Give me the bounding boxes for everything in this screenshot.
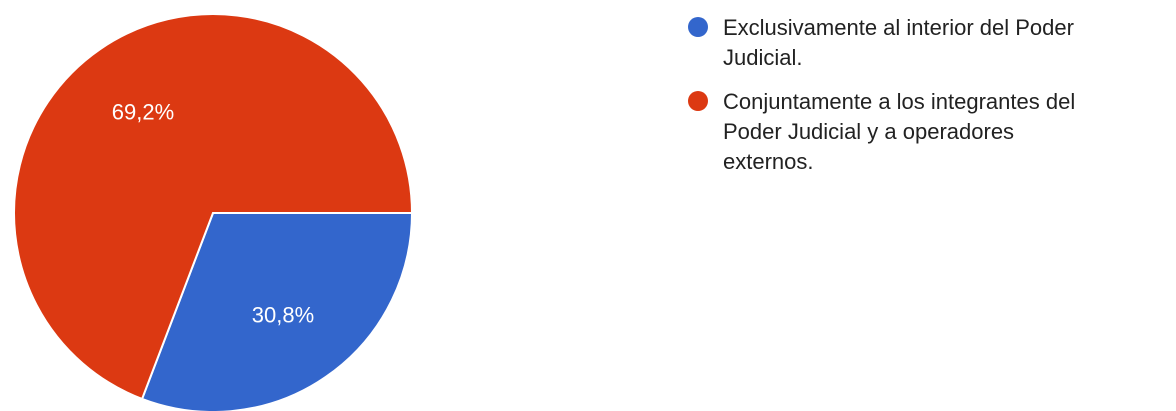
legend-label-1: Conjuntamente a los integrantes del Poder… xyxy=(723,89,1075,174)
pie-slice-label-1: 69,2% xyxy=(112,99,174,124)
legend-swatch-1 xyxy=(688,91,708,111)
pie-slices xyxy=(13,13,414,411)
pie-slice-1 xyxy=(13,13,414,401)
legend: Exclusivamente al interior del Poder Judi… xyxy=(688,15,1075,174)
legend-item-1: Conjuntamente a los integrantes del Poder… xyxy=(688,89,1075,174)
legend-swatch-0 xyxy=(688,17,708,37)
pie-slice-labels: 30,8% 69,2% xyxy=(112,99,314,327)
legend-label-0: Exclusivamente al interior del Poder Judi… xyxy=(723,15,1074,70)
pie-slice-label-0: 30,8% xyxy=(252,303,314,328)
legend-item-0: Exclusivamente al interior del Poder Judi… xyxy=(688,15,1074,70)
